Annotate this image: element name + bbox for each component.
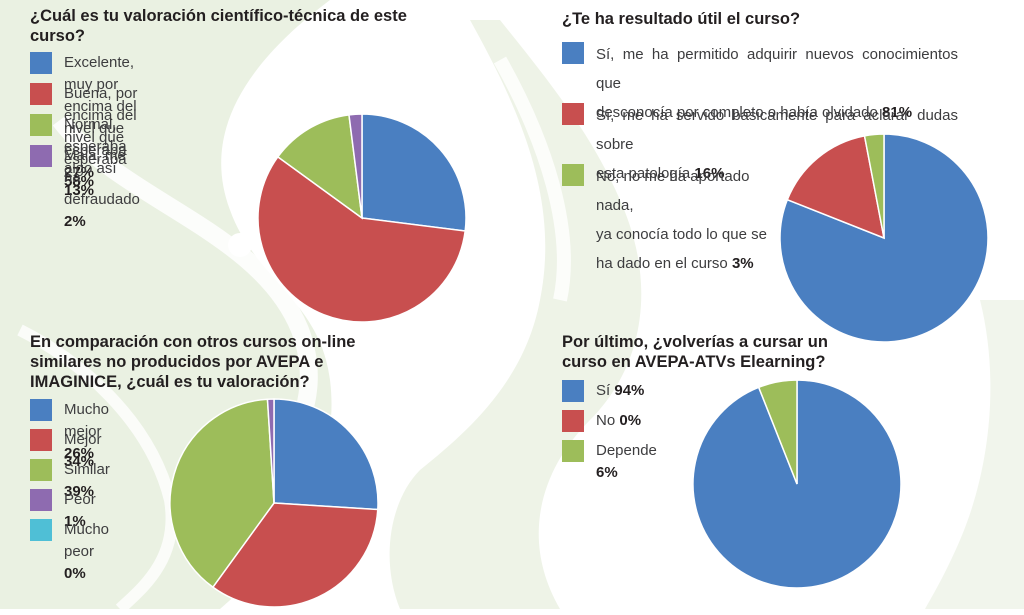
- pie-slice: [257, 155, 467, 323]
- legend-swatch: [562, 380, 584, 402]
- legend-value: 27%: [64, 164, 95, 181]
- legend-item: No 0%: [562, 410, 657, 440]
- legend-swatch: [30, 145, 52, 167]
- legend-value: 26%: [64, 445, 95, 462]
- pie-slice: [863, 133, 885, 239]
- legend-item: Depende 6%: [562, 440, 657, 481]
- pie-slice: [361, 113, 467, 232]
- legend-label-line: desconocía por completo o había olvidado: [596, 104, 878, 121]
- legend-label: Mala, me ha defraudado: [64, 147, 140, 208]
- legend-item: Mala, me ha defraudado 2%: [30, 145, 140, 230]
- legend-swatch: [30, 114, 52, 136]
- legend-label: Sí: [596, 382, 611, 399]
- legend-value: 39%: [64, 483, 95, 500]
- legend-item: Buena, por encima del nivel que esperaba…: [30, 83, 140, 190]
- legend-swatch: [30, 399, 52, 421]
- legend-value: 2%: [64, 213, 86, 230]
- legend-item: Mejor 34%: [30, 429, 110, 470]
- pie-chart: [779, 133, 989, 343]
- question-title: En comparación con otros cursos on-line …: [30, 333, 356, 391]
- legend-label: Peor: [64, 491, 96, 508]
- legend-label: Mucho peor: [64, 521, 110, 560]
- legend-label: Mucho mejor: [64, 401, 110, 440]
- legend-item: Normal, esperaba algo así 13%: [30, 114, 140, 199]
- pie-chart: [257, 113, 467, 323]
- pie-slice: [757, 379, 798, 485]
- legend-value: 58%: [64, 173, 95, 190]
- question-title: ¿Cuál es tu valoración científico-técnic…: [30, 7, 407, 45]
- pie-slice: [266, 398, 275, 504]
- legend-swatch: [30, 519, 52, 541]
- legend-value: 13%: [64, 182, 95, 199]
- legend-label-line: ya conocía todo lo que se: [596, 226, 767, 243]
- legend-label-line: ha dado en el curso: [596, 255, 728, 272]
- legend-item: Mucho mejor 26%: [30, 399, 110, 462]
- legend-label: No: [596, 412, 616, 429]
- legend-value: 0%: [64, 565, 86, 582]
- legend: Sí 94% No 0% Depende 6%: [562, 380, 657, 481]
- legend-item: Excelente, muy por encima del nivel que …: [30, 52, 140, 181]
- legend-swatch: [30, 459, 52, 481]
- legend-label: Buena, por encima del nivel que esperaba: [64, 85, 138, 168]
- legend-item: Mucho peor 0%: [30, 519, 110, 582]
- legend-label: Depende: [596, 442, 657, 459]
- legend-value: 0%: [619, 412, 642, 429]
- legend-label: Similar: [64, 461, 110, 478]
- legend: Mucho mejor 26% Mejor 34% Similar 39% Pe…: [30, 399, 110, 582]
- legend-label: Excelente, muy por encima del nivel que …: [64, 54, 137, 159]
- pie-chart: [169, 398, 379, 608]
- pie-slice: [211, 502, 379, 608]
- legend-swatch: [562, 410, 584, 432]
- legend-swatch: [562, 103, 584, 125]
- pie-slice: [276, 113, 363, 220]
- legend-label-line: No, no me ha aportado nada,: [596, 168, 750, 214]
- legend-value: 6%: [596, 464, 618, 481]
- legend-swatch: [30, 429, 52, 451]
- pie-slice: [169, 398, 275, 589]
- legend-item: Sí 94%: [562, 380, 657, 410]
- legend-item: Similar 39%: [30, 459, 110, 500]
- legend-swatch: [562, 164, 584, 186]
- legend-swatch: [30, 489, 52, 511]
- legend: Excelente, muy por encima del nivel que …: [30, 52, 140, 230]
- legend-value: 1%: [64, 513, 86, 530]
- legend-label-line: esta patología: [596, 165, 691, 182]
- pie-slice: [786, 134, 885, 240]
- legend-swatch: [562, 42, 584, 64]
- legend-swatch: [30, 52, 52, 74]
- pie-slice: [348, 113, 363, 219]
- legend-swatch: [30, 83, 52, 105]
- legend-label-line: Sí, me ha permitido adquirir nuevos cono…: [596, 46, 958, 92]
- legend-item: Sí, me ha permitido adquirir nuevos cono…: [562, 40, 958, 121]
- legend-swatch: [562, 440, 584, 462]
- legend-value: 16%: [694, 165, 725, 182]
- legend-value: 81%: [882, 104, 913, 121]
- legend-label: Normal, esperaba algo así: [64, 116, 127, 177]
- legend-value: 3%: [731, 255, 754, 272]
- legend: Sí, me ha permitido adquirir nuevos cono…: [562, 40, 958, 272]
- pie-chart: [692, 379, 902, 589]
- legend-label: Mejor: [64, 431, 102, 448]
- question-title: Por último, ¿volverías a cursar un curso…: [562, 333, 828, 371]
- legend-value: 34%: [64, 453, 95, 470]
- legend-item: Sí, me ha servido básicamente para aclar…: [562, 101, 958, 182]
- legend-label-line: Sí, me ha servido básicamente para aclar…: [596, 107, 958, 153]
- pie-slice: [273, 398, 379, 511]
- legend-value: 94%: [614, 382, 645, 399]
- legend-item: No, no me ha aportado nada, ya conocía t…: [562, 162, 786, 272]
- question-title: ¿Te ha resultado útil el curso?: [562, 10, 801, 28]
- legend-item: Peor 1%: [30, 489, 110, 530]
